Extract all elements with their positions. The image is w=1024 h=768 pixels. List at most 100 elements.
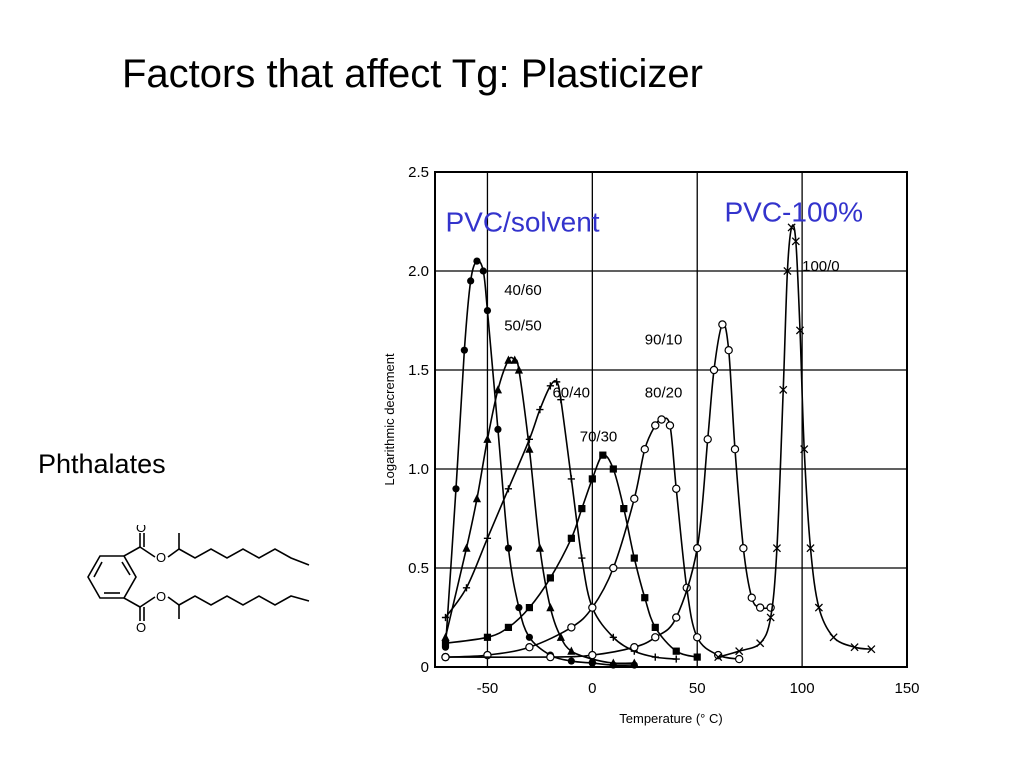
data-point [588,603,597,612]
data-point [460,346,468,354]
data-point [504,623,513,631]
data-point [441,632,450,641]
data-point [462,584,471,592]
data-point [467,277,475,285]
data-point [567,646,576,655]
data-point [651,421,660,430]
data-point [703,435,712,444]
phthalate-structure-diagram: O O O O [87,525,310,635]
y-axis-label: Logarithmic decrement [382,353,397,486]
data-point [651,653,659,661]
chart-annotation: PVC-100% [724,197,863,228]
data-point [510,355,519,364]
data-point [525,604,533,612]
data-point [525,435,533,443]
data-point [800,445,809,454]
data-point [806,544,815,553]
data-point [734,654,744,664]
x-axis-label: Temperature (° C) [619,711,722,726]
data-point [567,475,575,483]
data-point [578,505,586,513]
data-point [504,485,513,493]
data-point [609,633,617,641]
data-point [693,633,702,642]
data-point [609,465,617,473]
data-point [525,643,534,652]
series-label: 40/60 [504,282,542,299]
data-point [714,653,723,662]
series-70-30 [441,451,701,661]
data-point [599,451,607,459]
data-point [483,633,492,641]
chart: -50 0 50 100 150 0 0.5 1.0 1.5 2.0 2.5 40/60 50/50… [382,164,920,726]
series-label: 50/50 [504,317,542,334]
data-point [693,653,701,661]
data-point [609,658,618,667]
data-point [546,603,555,612]
data-point [657,415,666,424]
data-point [588,650,597,660]
slide-title: Factors that affect Tg: Plasticizer [122,52,703,96]
molecule-bonds [87,533,310,621]
data-point [718,320,727,329]
series-line [444,356,635,665]
series-line [445,322,771,659]
series-50-50 [441,355,639,667]
phthalates-label: Phthalates [38,449,166,479]
data-point [525,444,534,453]
data-point [441,639,450,647]
data-point [441,613,450,622]
data-point [609,563,618,573]
x-axis-ticks: -50 0 50 100 150 [477,680,920,697]
data-point [693,544,702,553]
data-point [472,494,482,503]
chart-series [441,223,876,669]
y-tick-label: 0.5 [408,560,429,577]
data-point [546,652,555,662]
y-tick-label: 0 [421,659,429,676]
x-tick-label: 150 [894,680,919,697]
x-tick-label: 50 [689,680,706,697]
data-point [553,378,561,386]
data-point [829,633,838,642]
y-tick-label: 2.0 [408,263,429,280]
series-label: 80/20 [645,385,683,402]
y-tick-label: 1.0 [408,461,429,478]
data-point [567,534,575,542]
data-point [747,593,756,602]
data-point [630,643,639,652]
data-point [441,652,450,662]
data-point [630,494,639,503]
data-point [462,543,471,552]
data-point [651,633,660,642]
series-line [445,417,740,660]
data-point [795,326,805,335]
data-point [546,574,554,582]
data-point [535,543,544,552]
y-tick-label: 2.5 [408,164,429,181]
data-point [578,554,586,562]
atom-label-o: O [136,620,146,635]
data-point [641,594,649,602]
data-point [452,485,460,493]
atom-label-o: O [156,589,166,604]
data-point [756,639,765,648]
data-point [504,544,513,552]
data-point [672,647,680,655]
data-point [567,623,576,632]
atom-label-o: O [156,550,166,565]
data-point [557,396,565,404]
data-point [739,544,748,553]
data-point [525,633,533,641]
data-point [630,554,638,562]
x-tick-label: 100 [790,680,815,697]
data-point [772,544,781,553]
data-point [588,475,596,483]
data-point [493,385,503,394]
x-tick-label: 0 [588,680,596,697]
data-point [730,445,740,454]
data-point [473,257,481,265]
data-point [787,223,796,232]
data-point [556,632,565,641]
data-point [709,365,719,375]
